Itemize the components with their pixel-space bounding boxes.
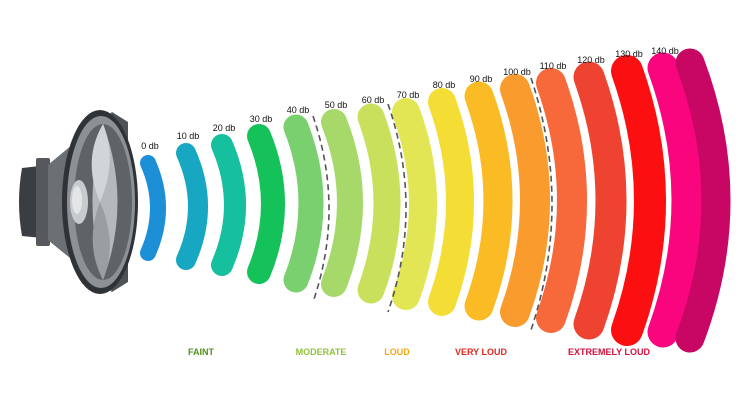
db-label: 120 db xyxy=(577,55,605,65)
category-labels: FAINT MODERATE LOUD VERY LOUD EXTREMELY … xyxy=(188,347,651,357)
category-very-loud: VERY LOUD xyxy=(455,347,508,357)
db-label: 140 db xyxy=(651,46,679,56)
sound-arc xyxy=(140,155,166,261)
category-faint: FAINT xyxy=(188,347,215,357)
sound-arc xyxy=(500,74,550,327)
category-loud: LOUD xyxy=(384,347,410,357)
category-moderate: MODERATE xyxy=(296,347,347,357)
sound-arc xyxy=(247,124,285,284)
db-label: 130 db xyxy=(615,49,643,59)
db-label: 30 db xyxy=(250,114,273,124)
db-label: 0 db xyxy=(141,141,159,151)
db-label: 40 db xyxy=(287,105,310,115)
sound-arcs xyxy=(140,48,731,353)
db-label: 110 db xyxy=(540,61,567,71)
sound-arc xyxy=(675,48,731,353)
db-labels: 0 db 10 db 20 db 30 db 40 db 50 db 60 db 70 db 8… xyxy=(141,46,679,151)
sound-arc xyxy=(611,55,666,346)
db-label: 20 db xyxy=(213,123,236,133)
zone-separators xyxy=(312,77,553,331)
db-label: 90 db xyxy=(470,74,493,84)
db-label: 60 db xyxy=(362,95,385,105)
sound-arc xyxy=(321,109,363,297)
zone-separator xyxy=(530,77,553,331)
sound-arc xyxy=(211,134,246,276)
db-label: 80 db xyxy=(433,80,456,90)
sound-arc xyxy=(392,98,437,310)
sound-arc xyxy=(428,88,474,316)
speaker-icon xyxy=(19,110,138,294)
db-label: 50 db xyxy=(325,100,348,110)
sound-arc xyxy=(176,143,208,270)
db-label: 10 db xyxy=(177,131,200,141)
zone-separator xyxy=(312,115,330,303)
db-label: 100 db xyxy=(503,67,531,77)
zone-separator xyxy=(387,103,407,313)
category-extremely-loud: EXTREMELY LOUD xyxy=(568,347,651,357)
sound-arc xyxy=(573,61,627,340)
db-label: 70 db xyxy=(397,90,420,100)
sound-arc xyxy=(647,52,703,348)
sound-arc xyxy=(357,103,401,304)
sound-arc xyxy=(464,81,513,321)
sound-arc xyxy=(536,68,587,333)
sound-arc xyxy=(283,114,324,293)
